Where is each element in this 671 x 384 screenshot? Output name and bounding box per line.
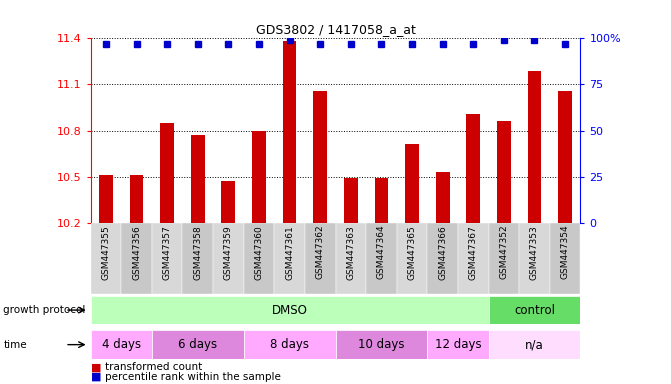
Text: GSM447362: GSM447362 <box>315 225 325 280</box>
Text: percentile rank within the sample: percentile rank within the sample <box>105 372 281 382</box>
Text: GSM447352: GSM447352 <box>499 225 509 280</box>
Bar <box>497 121 511 223</box>
Text: 12 days: 12 days <box>435 338 481 351</box>
Bar <box>550 223 580 294</box>
Text: GSM447354: GSM447354 <box>560 225 570 280</box>
Text: GSM447353: GSM447353 <box>530 225 539 280</box>
Bar <box>183 223 213 294</box>
Text: DMSO: DMSO <box>272 304 307 316</box>
Bar <box>435 172 450 223</box>
Text: GSM447358: GSM447358 <box>193 225 202 280</box>
Text: n/a: n/a <box>525 338 544 351</box>
Bar <box>152 330 244 359</box>
Text: GSM447365: GSM447365 <box>407 225 417 280</box>
Text: control: control <box>514 304 555 316</box>
Text: GSM447367: GSM447367 <box>469 225 478 280</box>
Text: GSM447361: GSM447361 <box>285 225 294 280</box>
Text: 8 days: 8 days <box>270 338 309 351</box>
Text: GSM447366: GSM447366 <box>438 225 447 280</box>
Text: ■: ■ <box>91 362 101 372</box>
Bar <box>488 296 580 324</box>
Bar <box>488 223 519 294</box>
Bar <box>213 223 244 294</box>
Bar <box>336 223 366 294</box>
Bar <box>130 175 144 223</box>
Bar <box>121 223 152 294</box>
Text: GSM447355: GSM447355 <box>101 225 111 280</box>
Bar <box>344 178 358 223</box>
Bar <box>427 223 458 294</box>
Bar <box>336 330 427 359</box>
Bar <box>397 223 427 294</box>
Bar <box>305 223 336 294</box>
Bar <box>374 178 389 223</box>
Text: 10 days: 10 days <box>358 338 405 351</box>
Bar <box>405 144 419 223</box>
Bar <box>244 223 274 294</box>
Bar <box>458 223 488 294</box>
Bar <box>527 71 541 223</box>
Bar <box>244 330 336 359</box>
Text: GSM447357: GSM447357 <box>162 225 172 280</box>
Bar <box>519 223 550 294</box>
Bar <box>252 131 266 223</box>
Text: GSM447359: GSM447359 <box>224 225 233 280</box>
Bar <box>313 91 327 223</box>
Text: GSM447360: GSM447360 <box>254 225 264 280</box>
Text: GSM447364: GSM447364 <box>377 225 386 280</box>
Bar <box>91 223 121 294</box>
Bar <box>91 330 152 359</box>
Bar <box>91 296 488 324</box>
Bar <box>466 114 480 223</box>
Text: 4 days: 4 days <box>101 338 141 351</box>
Bar <box>221 181 236 223</box>
Text: time: time <box>3 339 27 350</box>
Text: GSM447356: GSM447356 <box>132 225 141 280</box>
Text: 6 days: 6 days <box>178 338 217 351</box>
Bar <box>282 41 297 223</box>
Title: GDS3802 / 1417058_a_at: GDS3802 / 1417058_a_at <box>256 23 415 36</box>
Text: transformed count: transformed count <box>105 362 203 372</box>
Text: ■: ■ <box>91 372 101 382</box>
Bar <box>274 223 305 294</box>
Bar <box>366 223 397 294</box>
Text: growth protocol: growth protocol <box>3 305 86 315</box>
Bar <box>99 175 113 223</box>
Bar <box>191 135 205 223</box>
Bar <box>152 223 183 294</box>
Bar <box>427 330 488 359</box>
Text: GSM447363: GSM447363 <box>346 225 356 280</box>
Bar <box>558 91 572 223</box>
Bar <box>160 123 174 223</box>
Bar <box>488 330 580 359</box>
